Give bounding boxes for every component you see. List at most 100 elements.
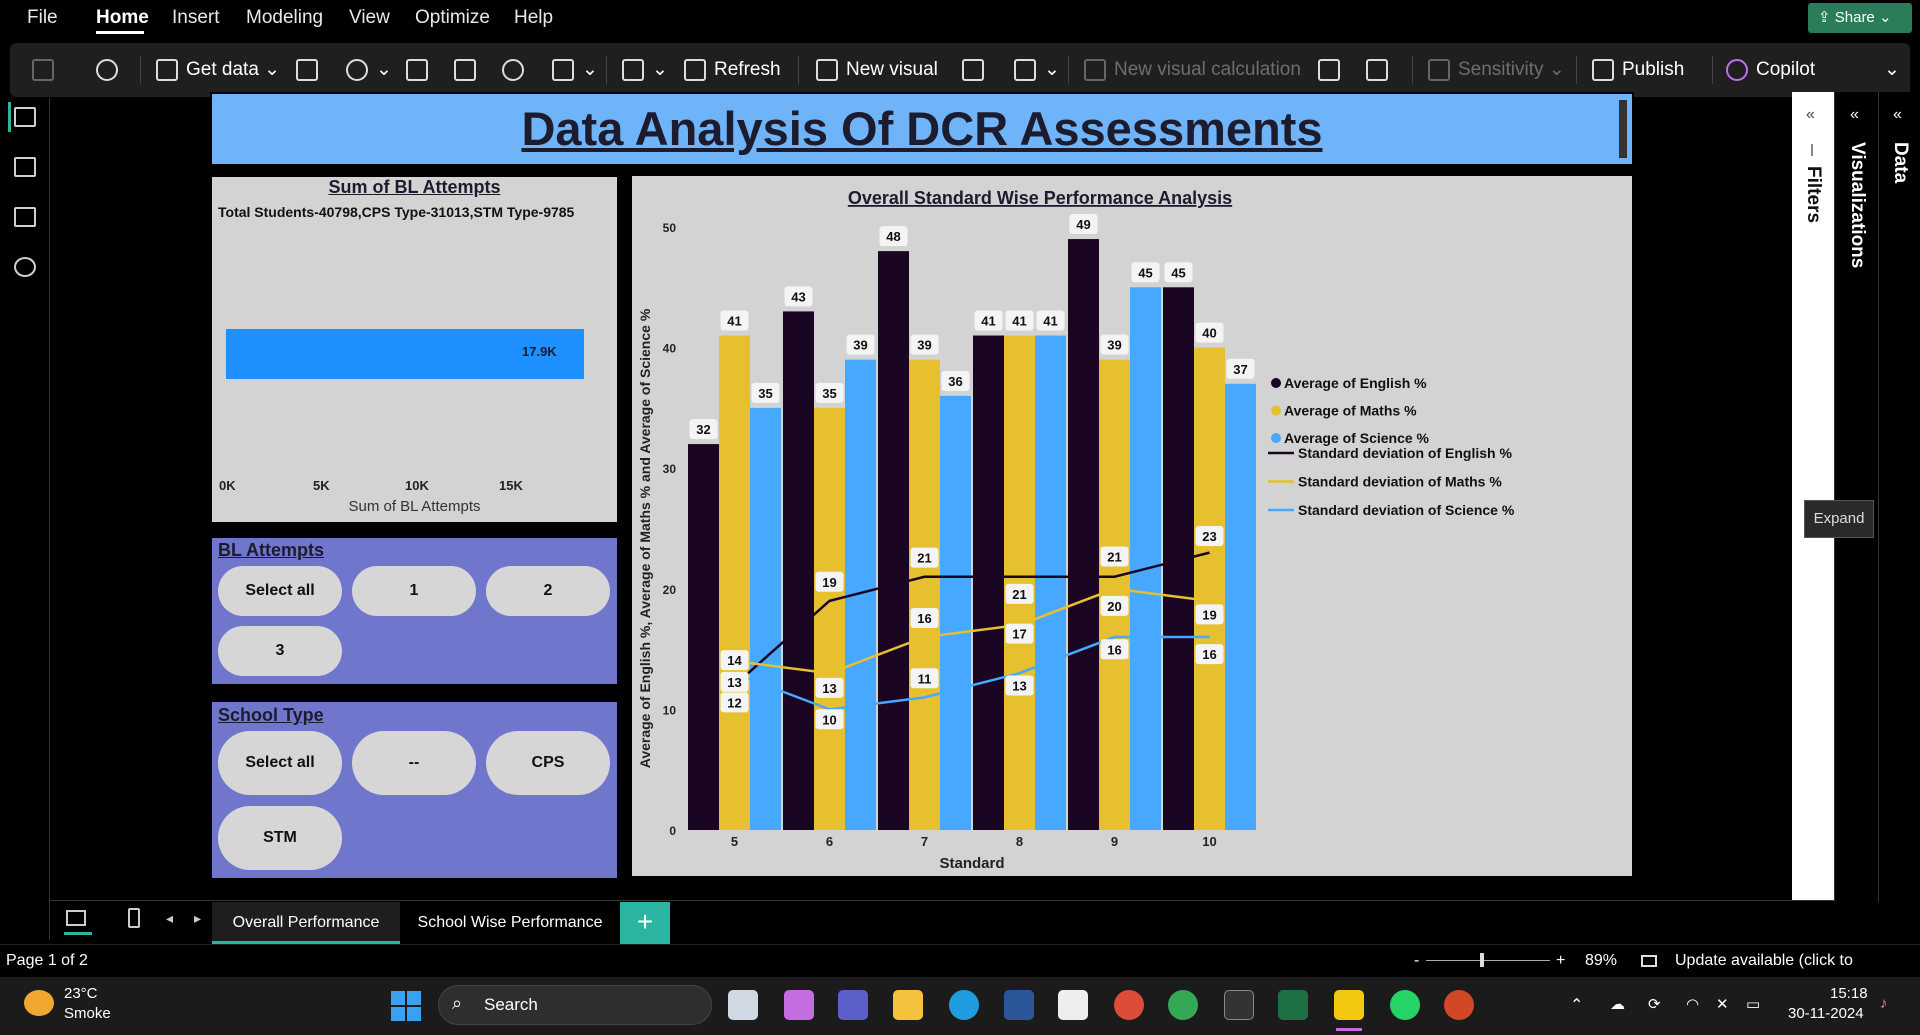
- data-pane-label[interactable]: Data: [1890, 142, 1911, 184]
- menu-help[interactable]: Help: [514, 7, 554, 28]
- collapse-left-icon[interactable]: «: [1893, 106, 1902, 123]
- sensitivity-button[interactable]: Sensitivity ⌄: [1428, 52, 1565, 88]
- bl-slicer-option-2[interactable]: 2: [486, 566, 610, 616]
- format-painter-button[interactable]: [96, 52, 126, 88]
- edge-icon[interactable]: [949, 990, 979, 1020]
- chevron-up-icon[interactable]: ⌃: [1570, 997, 1584, 1014]
- performance-combo-chart[interactable]: Overall Standard Wise Performance Analys…: [632, 176, 1632, 876]
- enter-data-button[interactable]: [454, 52, 484, 88]
- notification-bell-icon[interactable]: ♪: [1880, 995, 1888, 1012]
- visualizations-pane-collapsed[interactable]: « Visualizations: [1834, 92, 1878, 902]
- onelake-button[interactable]: ⌄: [346, 52, 392, 88]
- sql-button[interactable]: [406, 52, 436, 88]
- visuals-icon: [1014, 58, 1036, 81]
- file-explorer-icon[interactable]: [893, 990, 923, 1020]
- report-view-icon[interactable]: [14, 107, 36, 127]
- text-box-button[interactable]: [962, 52, 992, 88]
- whatsapp-icon[interactable]: [1390, 990, 1420, 1020]
- bl-slicer-option-select-all[interactable]: Select all: [218, 566, 342, 616]
- bl-slicer-option-1[interactable]: 1: [352, 566, 476, 616]
- publish-button[interactable]: Publish: [1592, 52, 1684, 88]
- taskbar-search-label: Search: [484, 995, 538, 1014]
- tab-prev-icon[interactable]: ◂: [166, 910, 174, 926]
- update-available-link[interactable]: Update available (click to download): [1675, 952, 1853, 1002]
- refresh-button[interactable]: Refresh: [684, 52, 781, 88]
- visualizations-pane-label[interactable]: Visualizations: [1847, 142, 1868, 269]
- menu-optimize[interactable]: Optimize: [415, 7, 490, 28]
- taskbar-search-box[interactable]: [438, 985, 712, 1025]
- collapse-left-icon[interactable]: «: [1850, 106, 1859, 123]
- chrome-icon[interactable]: [1114, 990, 1144, 1020]
- dax-query-view-icon[interactable]: [14, 257, 36, 277]
- new-visual-button[interactable]: New visual: [816, 52, 938, 88]
- ribbon-separator: [1712, 56, 1713, 84]
- fit-to-page-icon[interactable]: [1641, 955, 1657, 967]
- table-view-icon[interactable]: [14, 157, 36, 177]
- task-view-icon[interactable]: [728, 990, 758, 1020]
- weather-icon[interactable]: [24, 990, 54, 1016]
- tab-school-wise-performance[interactable]: School Wise Performance: [417, 914, 603, 931]
- teams-icon[interactable]: [838, 990, 868, 1020]
- menu-home[interactable]: Home: [96, 7, 149, 28]
- line-data-label: 14: [727, 653, 742, 668]
- get-data-button[interactable]: Get data ⌄: [156, 52, 280, 88]
- speaker-muted-icon[interactable]: ✕: [1716, 996, 1729, 1013]
- zoom-out-icon[interactable]: -: [1414, 952, 1420, 969]
- microsoft-store-icon[interactable]: [1058, 990, 1088, 1020]
- bl-attempts-bar[interactable]: [226, 329, 584, 379]
- new-visual-calculation-button[interactable]: New visual calculation: [1084, 52, 1301, 88]
- data-pane-collapsed[interactable]: « Data: [1878, 92, 1920, 902]
- bl-slicer-option-3[interactable]: 3: [218, 626, 342, 676]
- bar-data-label: 41: [727, 314, 741, 329]
- excel-app-icon[interactable]: [1278, 990, 1308, 1020]
- recent-sources-button[interactable]: ⌄: [552, 52, 598, 88]
- share-button[interactable]: ⇪ Share ⌄: [1808, 3, 1912, 33]
- power-bi-icon[interactable]: [1334, 990, 1364, 1020]
- weather-desc[interactable]: Smoke: [64, 1005, 111, 1022]
- mobile-layout-icon[interactable]: [128, 908, 140, 928]
- new-measure-button[interactable]: [1318, 52, 1348, 88]
- copilot-app-icon[interactable]: [784, 990, 814, 1020]
- copilot-button[interactable]: Copilot: [1726, 52, 1815, 88]
- add-page-button[interactable]: +: [620, 902, 670, 944]
- menu-file[interactable]: File: [27, 7, 58, 28]
- tab-overall-performance[interactable]: Overall Performance: [212, 902, 400, 944]
- bar-2-9: [1130, 287, 1161, 830]
- zoom-slider-track[interactable]: [1426, 960, 1550, 961]
- powerpoint-icon[interactable]: [1444, 990, 1474, 1020]
- wifi-icon[interactable]: ◠: [1686, 996, 1700, 1013]
- zoom-in-icon[interactable]: +: [1556, 952, 1566, 969]
- school-slicer-option-select-all[interactable]: Select all: [218, 731, 342, 795]
- more-visuals-button[interactable]: ⌄: [1014, 52, 1060, 88]
- clock-time[interactable]: 15:18: [1830, 985, 1868, 1002]
- clock-date[interactable]: 30-11-2024: [1788, 1005, 1864, 1022]
- desktop-layout-icon[interactable]: [66, 910, 86, 926]
- menu-modeling[interactable]: Modeling: [246, 7, 324, 28]
- chrome-profile-icon[interactable]: [1168, 990, 1198, 1020]
- tab-next-icon[interactable]: ▸: [194, 910, 202, 926]
- excel-workbook-button[interactable]: [296, 52, 326, 88]
- paste-button[interactable]: [32, 52, 62, 88]
- menu-view[interactable]: View: [349, 7, 390, 28]
- filters-pane-label[interactable]: Filters: [1803, 166, 1824, 224]
- model-view-icon[interactable]: [14, 207, 36, 227]
- menu-insert[interactable]: Insert: [172, 7, 220, 28]
- zoom-level[interactable]: 89%: [1585, 952, 1618, 969]
- filters-pane-collapsed[interactable]: « Filters: [1792, 92, 1834, 902]
- dataverse-button[interactable]: [502, 52, 532, 88]
- school-slicer-option-cps[interactable]: CPS: [486, 731, 610, 795]
- weather-temp[interactable]: 23°C: [64, 985, 98, 1002]
- collapse-left-icon[interactable]: «: [1806, 106, 1815, 123]
- terminal-icon[interactable]: [1224, 990, 1254, 1020]
- ribbon-collapse-button[interactable]: ⌄: [1884, 52, 1900, 88]
- transform-data-button[interactable]: ⌄: [622, 52, 668, 88]
- windows-start-icon[interactable]: [391, 991, 421, 1021]
- zoom-slider-thumb[interactable]: [1480, 953, 1484, 967]
- battery-icon[interactable]: ▭: [1746, 996, 1761, 1013]
- onedrive-icon[interactable]: ☁: [1610, 996, 1625, 1013]
- word-icon[interactable]: [1004, 990, 1034, 1020]
- school-slicer-option-stm[interactable]: STM: [218, 806, 342, 870]
- sync-icon[interactable]: ⟳: [1648, 996, 1661, 1013]
- school-slicer-option-blank[interactable]: --: [352, 731, 476, 795]
- quick-measure-button[interactable]: [1366, 52, 1396, 88]
